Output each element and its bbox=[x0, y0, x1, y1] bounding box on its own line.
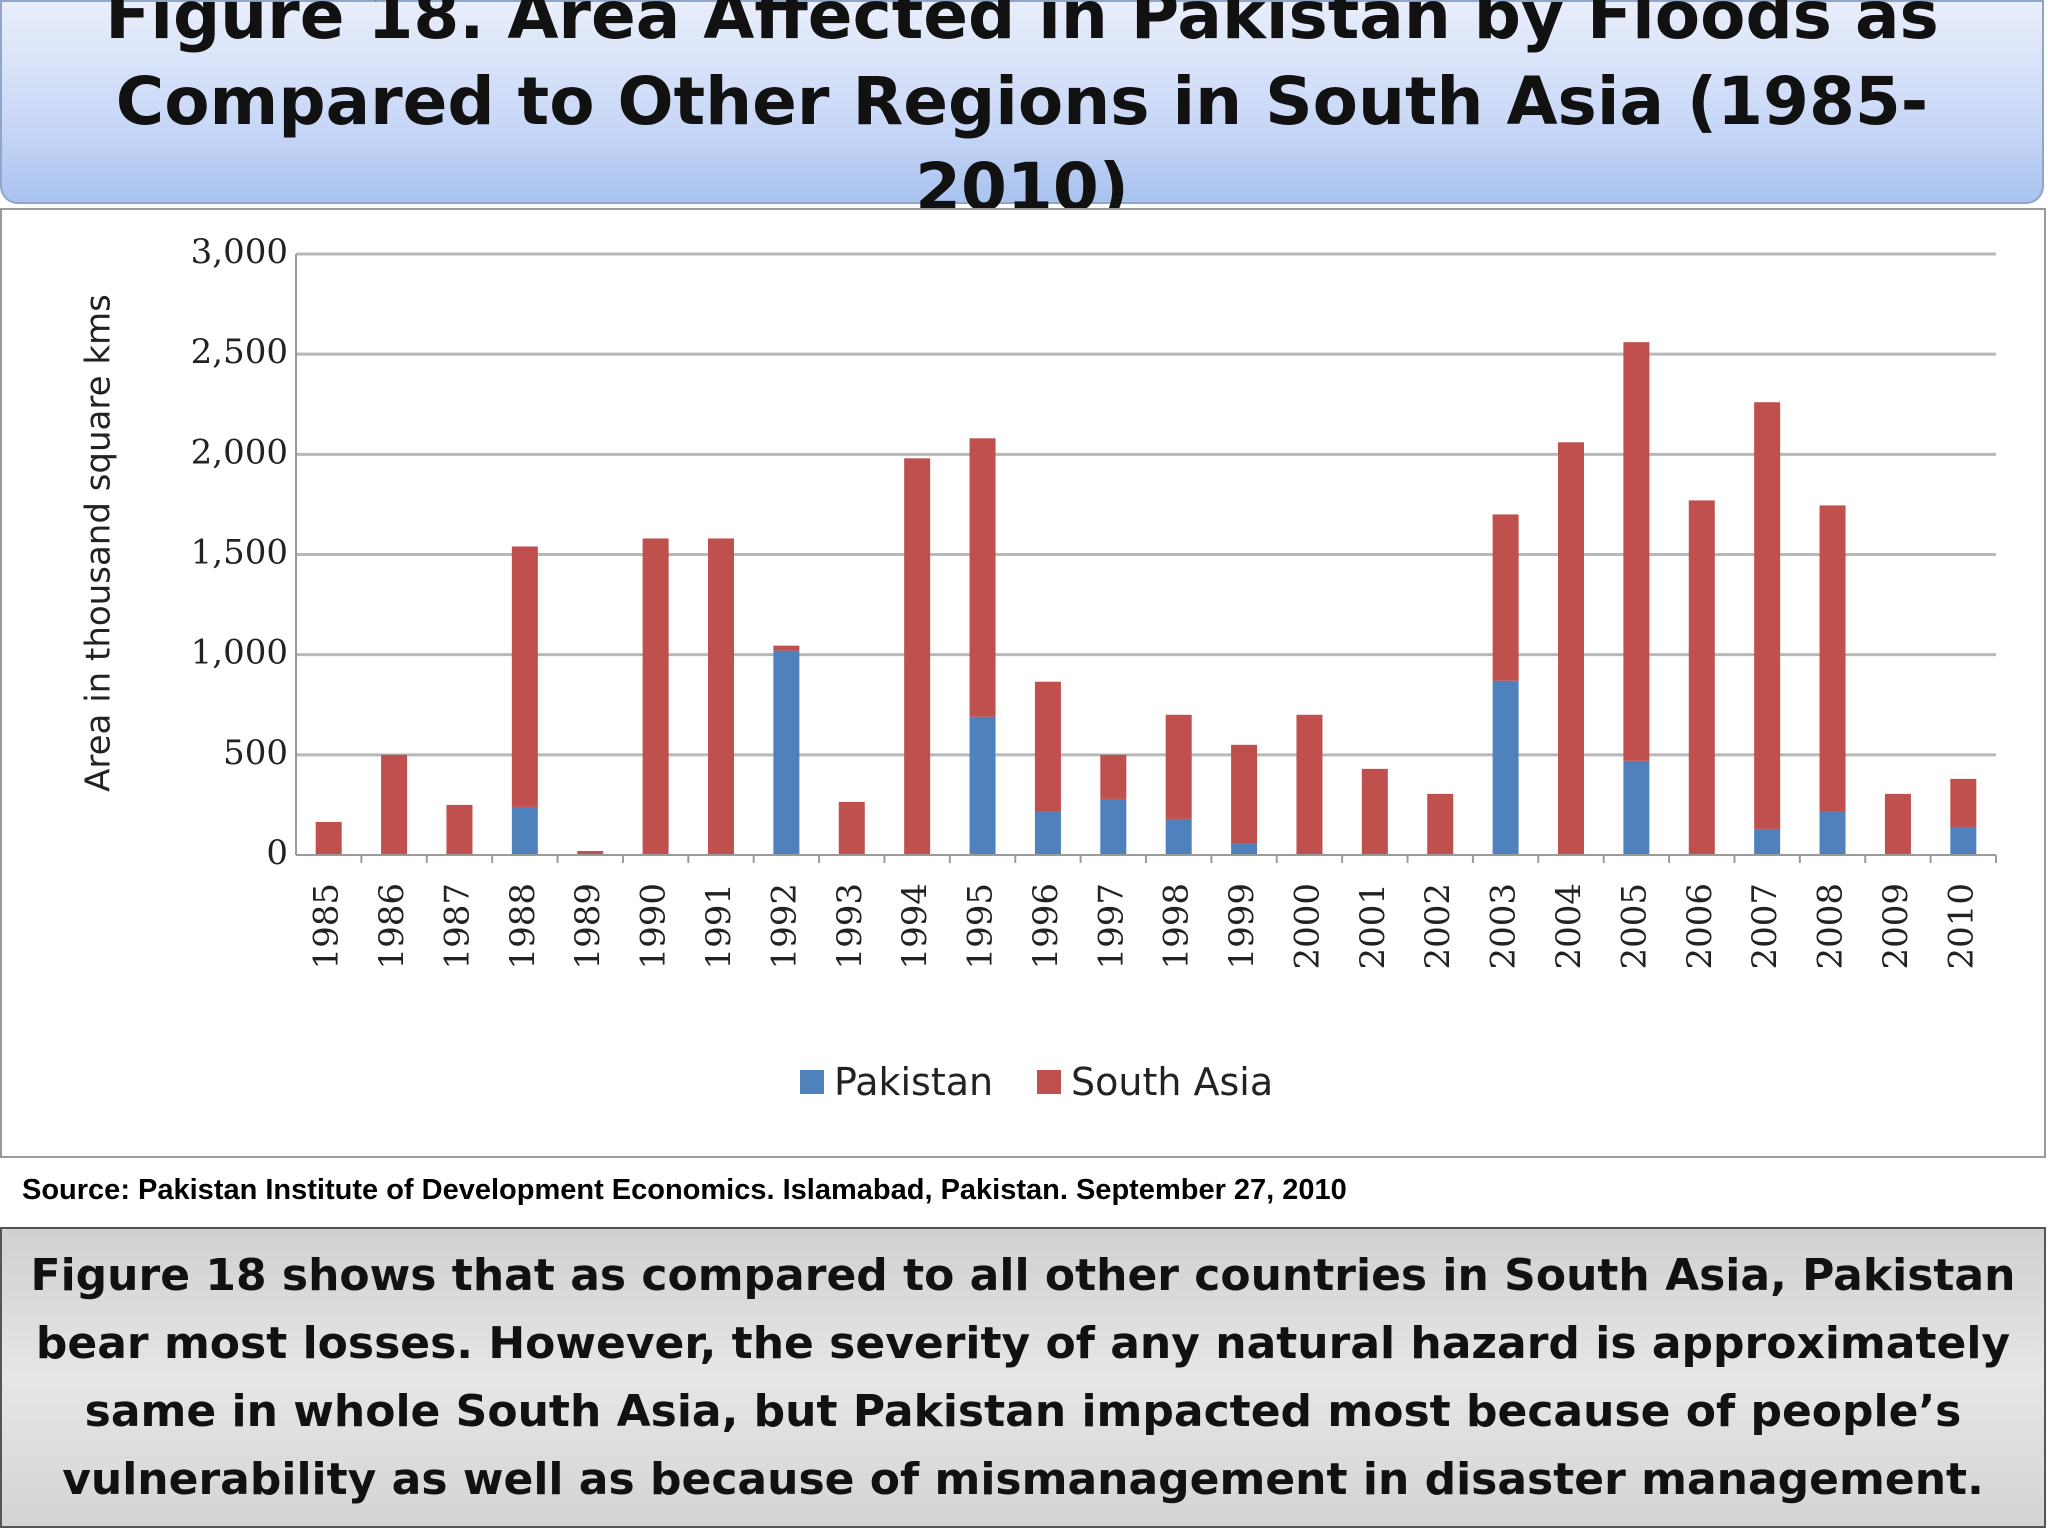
bar-south-asia-2000 bbox=[1296, 714, 1323, 855]
x-tick-label: 1985 bbox=[307, 883, 347, 970]
legend-label-pakistan: Pakistan bbox=[834, 1060, 993, 1104]
bar-pakistan-2010 bbox=[1950, 826, 1977, 855]
bar-south-asia-2008 bbox=[1819, 505, 1846, 812]
x-tick-label: 1987 bbox=[437, 883, 477, 970]
bar-pakistan-2005 bbox=[1623, 760, 1650, 855]
x-tick-label: 1990 bbox=[634, 883, 674, 970]
gridlines bbox=[296, 252, 1996, 757]
x-tick-label: 1994 bbox=[895, 883, 935, 970]
stacked-bar-chart: 0 500 1,000 1,500 2,000 2,500 3,000 1985 1986 198… bbox=[79, 232, 1997, 1104]
legend: Pakistan South Asia bbox=[800, 1060, 1273, 1104]
x-tick-label: 2009 bbox=[1876, 883, 1916, 970]
x-tick-label: 2005 bbox=[1614, 883, 1654, 970]
bar-south-asia-1990 bbox=[642, 538, 669, 855]
bar-south-asia-2003 bbox=[1492, 514, 1519, 681]
x-tick-label: 2010 bbox=[1941, 883, 1981, 970]
x-tick-label: 1997 bbox=[1091, 883, 1131, 970]
bar-south-asia-1995 bbox=[969, 438, 996, 717]
y-tick-label: 2,000 bbox=[191, 432, 288, 472]
bar-south-asia-2002 bbox=[1427, 793, 1454, 855]
bar-south-asia-2004 bbox=[1558, 442, 1584, 855]
bar-pakistan-1997 bbox=[1100, 798, 1127, 855]
legend-label-south-asia: South Asia bbox=[1071, 1060, 1273, 1104]
bar-south-asia-1999 bbox=[1231, 744, 1258, 843]
x-tick-label: 1998 bbox=[1157, 883, 1197, 970]
bar-south-asia-1985 bbox=[315, 821, 342, 855]
x-tick-label: 1996 bbox=[1026, 883, 1066, 970]
y-tick-label: 2,500 bbox=[191, 332, 288, 372]
y-tick-label: 0 bbox=[266, 833, 288, 873]
bar-south-asia-1993 bbox=[838, 801, 865, 855]
bar-south-asia-2009 bbox=[1884, 793, 1911, 855]
x-tick-label: 1988 bbox=[503, 883, 543, 970]
y-tick-label: 500 bbox=[223, 733, 288, 773]
bar-south-asia-1989 bbox=[577, 850, 604, 855]
y-tick-label: 1,000 bbox=[191, 633, 288, 673]
bar-pakistan-1995 bbox=[969, 716, 996, 855]
tick-labels: 0 500 1,000 1,500 2,000 2,500 3,000 1985 1986 198… bbox=[191, 232, 1982, 970]
axes bbox=[295, 254, 1997, 863]
bar-south-asia-2005 bbox=[1623, 342, 1650, 761]
caption-text: Figure 18 shows that as compared to all … bbox=[30, 1249, 2016, 1505]
bar-pakistan-1996 bbox=[1034, 811, 1061, 855]
x-tick-label: 2002 bbox=[1418, 883, 1458, 970]
bars bbox=[315, 342, 1977, 855]
bar-south-asia-1996 bbox=[1034, 681, 1061, 812]
x-tick-label: 1995 bbox=[961, 883, 1001, 970]
x-tick-label: 2004 bbox=[1549, 883, 1589, 970]
x-tick-label: 1986 bbox=[372, 883, 412, 970]
x-tick-label: 1989 bbox=[568, 883, 608, 970]
bar-south-asia-2010 bbox=[1950, 778, 1977, 827]
bar-south-asia-1992 bbox=[773, 645, 800, 651]
bar-pakistan-2007 bbox=[1754, 828, 1781, 855]
bar-south-asia-2001 bbox=[1361, 768, 1388, 855]
figure-title: Figure 18. Area Affected in Pakistan by … bbox=[105, 0, 1939, 226]
x-tick-label: 2001 bbox=[1353, 883, 1393, 970]
bar-south-asia-1997 bbox=[1100, 754, 1127, 799]
bar-pakistan-1988 bbox=[511, 806, 538, 855]
bar-pakistan-1999 bbox=[1231, 842, 1258, 855]
bar-south-asia-1991 bbox=[708, 538, 734, 855]
bar-pakistan-1992 bbox=[773, 650, 800, 855]
bar-south-asia-1986 bbox=[381, 754, 408, 855]
x-tick-label: 2006 bbox=[1680, 883, 1720, 970]
x-tick-label: 1992 bbox=[764, 883, 804, 970]
title-banner: Figure 18. Area Affected in Pakistan by … bbox=[0, 0, 2044, 226]
caption-box: Figure 18 shows that as compared to all … bbox=[0, 1227, 2046, 1528]
bar-south-asia-1987 bbox=[446, 804, 473, 855]
bar-south-asia-1998 bbox=[1165, 714, 1192, 819]
x-tick-label: 2000 bbox=[1287, 883, 1327, 970]
bar-pakistan-2003 bbox=[1492, 680, 1519, 855]
y-tick-label: 3,000 bbox=[191, 232, 288, 272]
legend-swatch-south-asia bbox=[1037, 1070, 1061, 1094]
x-tick-label: 2003 bbox=[1484, 883, 1524, 970]
x-tick-label: 1991 bbox=[699, 883, 739, 970]
bar-pakistan-2008 bbox=[1819, 811, 1846, 855]
source-note: Source: Pakistan Institute of Developmen… bbox=[22, 1174, 1347, 1206]
legend-swatch-pakistan bbox=[800, 1070, 824, 1094]
y-tick-label: 1,500 bbox=[191, 533, 288, 573]
bar-south-asia-1988 bbox=[511, 546, 538, 807]
x-tick-label: 1999 bbox=[1222, 883, 1262, 970]
x-tick-label: 2007 bbox=[1745, 883, 1785, 970]
bar-pakistan-1998 bbox=[1165, 818, 1192, 855]
x-tick-label: 2008 bbox=[1811, 883, 1851, 970]
x-tick-label: 1993 bbox=[830, 883, 870, 970]
bar-south-asia-1994 bbox=[904, 458, 931, 855]
y-axis-title: Area in thousand square kms bbox=[79, 294, 119, 792]
bar-south-asia-2006 bbox=[1688, 500, 1715, 855]
bar-south-asia-2007 bbox=[1754, 402, 1781, 829]
